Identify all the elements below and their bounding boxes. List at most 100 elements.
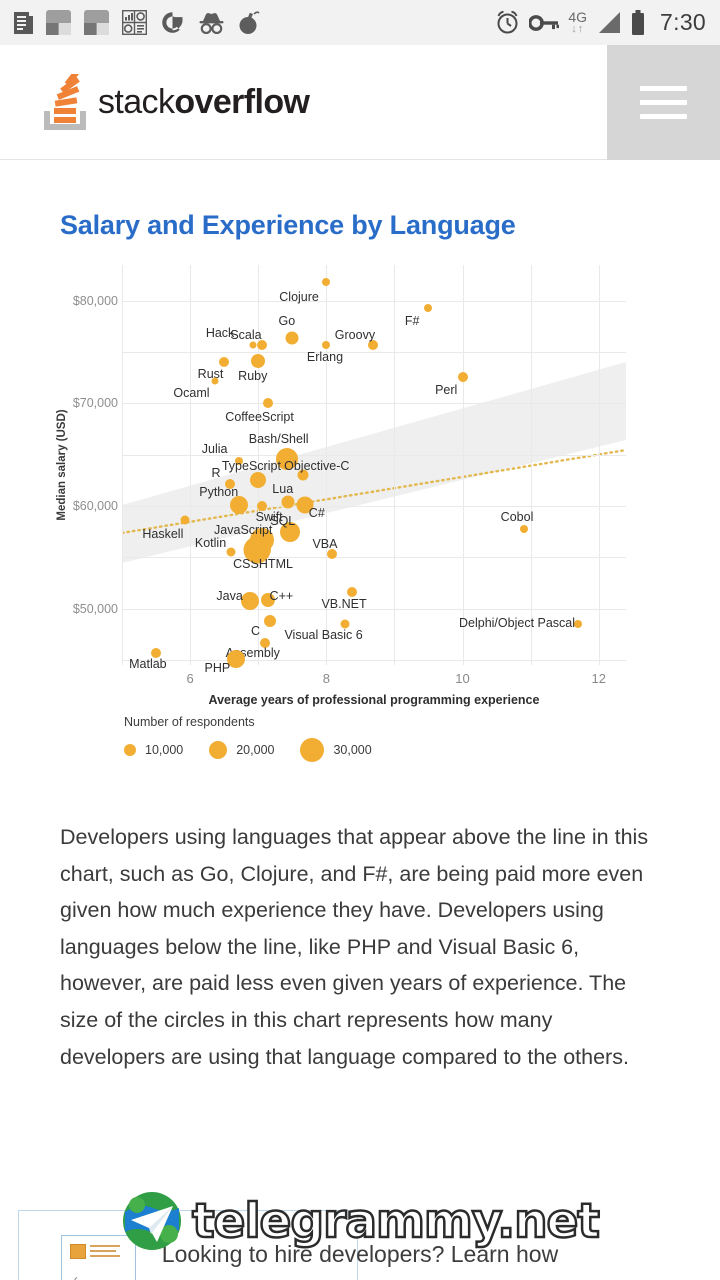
chart-point-rust[interactable] bbox=[219, 357, 230, 368]
chart-point-label: Erlang bbox=[306, 350, 344, 365]
chart-point-c-[interactable] bbox=[260, 593, 275, 608]
chart-point-label: Matlab bbox=[129, 656, 167, 671]
chart-point-label: JavaScript bbox=[214, 522, 273, 537]
chart-point-vb-net[interactable] bbox=[347, 587, 358, 598]
chart-point-label: Scala bbox=[230, 327, 262, 342]
chart-y-tick-label: $50,000 bbox=[72, 601, 118, 616]
chart-gridline-vertical bbox=[394, 265, 396, 665]
chart-point-objective-c[interactable] bbox=[297, 469, 309, 481]
chart-legend: Number of respondents 10,000 20,000 30,000 bbox=[124, 715, 372, 762]
promo-card-thumbnail: ✓ bbox=[61, 1235, 136, 1280]
chart-point-f-[interactable] bbox=[424, 304, 433, 313]
chart-point-label: Objective-C bbox=[284, 459, 350, 474]
chart-gridline-horizontal bbox=[122, 454, 626, 456]
chart-point-julia[interactable] bbox=[235, 456, 244, 465]
chart-y-tick-label: $70,000 bbox=[72, 396, 118, 411]
status-bar: 4G ↓↑ 7:30 bbox=[0, 0, 720, 45]
chart-point-java[interactable] bbox=[241, 592, 260, 611]
chart-y-tick-label: $60,000 bbox=[72, 499, 118, 514]
chart-point-label: CoffeeScript bbox=[225, 409, 294, 424]
stackoverflow-logo[interactable]: stackoverflow bbox=[42, 74, 310, 130]
chart-point-perl[interactable] bbox=[457, 371, 468, 382]
chart-point-visual-basic-6[interactable] bbox=[340, 619, 350, 629]
chart-point-ocaml[interactable] bbox=[211, 377, 219, 385]
chart-gridline-horizontal bbox=[122, 403, 626, 405]
chart-point-groovy[interactable] bbox=[367, 340, 378, 350]
chart-point-bash-shell[interactable] bbox=[275, 447, 298, 470]
menu-icon-bar-1 bbox=[640, 86, 687, 91]
chart-point-label: Swift bbox=[255, 510, 283, 525]
chart-point-label: Java bbox=[216, 589, 243, 604]
chart-point-label: SQL bbox=[270, 514, 296, 529]
hamburger-menu-button[interactable] bbox=[607, 45, 720, 160]
chart-gridline-vertical bbox=[530, 265, 532, 665]
chart-gridline-vertical bbox=[598, 265, 600, 665]
chart-point-kotlin[interactable] bbox=[226, 547, 236, 557]
chart-point-matlab[interactable] bbox=[151, 647, 162, 658]
chart-point-label: VBA bbox=[312, 536, 338, 551]
chart-point-label: Python bbox=[199, 484, 239, 499]
promo-banner[interactable]: ✓ Looking to hire developers? Learn how bbox=[0, 1205, 720, 1280]
chart-point-lua[interactable] bbox=[281, 495, 295, 509]
menu-icon-bar-2 bbox=[640, 100, 687, 105]
chart-point-label: Rust bbox=[197, 366, 224, 381]
bomb-icon bbox=[239, 11, 260, 34]
chart-legend-dot bbox=[124, 744, 136, 756]
dashboard-icon bbox=[122, 10, 147, 35]
chart-point-label: Ruby bbox=[238, 368, 268, 383]
chart-x-tick-label: 6 bbox=[186, 671, 194, 686]
chart-point-clojure[interactable] bbox=[322, 278, 331, 287]
chart-y-tick-label: $80,000 bbox=[72, 293, 118, 308]
promo-card[interactable]: ✓ bbox=[18, 1210, 358, 1280]
logo-text-bold: overflow bbox=[174, 82, 310, 121]
chart-gridline-vertical bbox=[326, 265, 328, 665]
status-bar-right-icons: 4G ↓↑ 7:30 bbox=[495, 9, 706, 36]
chart-point-erlang[interactable] bbox=[322, 341, 331, 349]
chart-point-ruby[interactable] bbox=[251, 354, 266, 369]
chart-point-label: Hack bbox=[205, 325, 235, 340]
chart-point-scala[interactable] bbox=[257, 340, 268, 350]
chart-point-assembly[interactable] bbox=[260, 638, 271, 649]
chart-point-label: PHP bbox=[204, 661, 231, 676]
chart-point-label: Go bbox=[278, 314, 296, 329]
battery-icon bbox=[632, 9, 645, 35]
network-type-indicator: 4G ↓↑ bbox=[568, 10, 587, 35]
google-icon bbox=[162, 12, 183, 33]
avatar-icon bbox=[70, 1244, 86, 1259]
chart-point-cobol[interactable] bbox=[519, 524, 528, 533]
chart-gridline-horizontal bbox=[122, 300, 626, 302]
chart-point-html[interactable] bbox=[245, 536, 272, 563]
chart-point-label: Groovy bbox=[334, 327, 376, 342]
chart-point-r[interactable] bbox=[224, 479, 235, 490]
app-tile-icon-2 bbox=[84, 10, 109, 35]
chart-point-sql[interactable] bbox=[279, 521, 300, 542]
chart-point-go[interactable] bbox=[285, 331, 299, 345]
chart-point-label: Delphi/Object Pascal bbox=[459, 615, 576, 630]
chart-point-label: Bash/Shell bbox=[248, 432, 309, 447]
chart-legend-title: Number of respondents bbox=[124, 715, 255, 729]
chart-point-haskell[interactable] bbox=[180, 515, 190, 525]
chart-point-php[interactable] bbox=[227, 649, 246, 668]
chart-point-swift[interactable] bbox=[257, 501, 268, 512]
chart-point-label: Julia bbox=[201, 441, 228, 456]
chart-point-label: HTML bbox=[258, 557, 293, 572]
chart-point-python[interactable] bbox=[230, 496, 249, 514]
chart-point-label: C++ bbox=[269, 589, 294, 604]
promo-text[interactable]: Looking to hire developers? Learn how bbox=[161, 1241, 559, 1267]
site-header: stackoverflow bbox=[0, 45, 720, 160]
chart-point-hack[interactable] bbox=[249, 341, 257, 349]
page-title: Salary and Experience by Language bbox=[60, 210, 516, 240]
chart-point-delphi-object-pascal[interactable] bbox=[574, 619, 583, 628]
chart-point-vba[interactable] bbox=[326, 549, 337, 560]
thumb-line-1 bbox=[90, 1245, 120, 1247]
chart-point-c[interactable] bbox=[264, 614, 277, 627]
chart-gridline-horizontal bbox=[122, 608, 626, 610]
chart-point-c-[interactable] bbox=[296, 496, 314, 514]
incognito-icon bbox=[199, 12, 224, 34]
chart-point-label: C# bbox=[308, 506, 325, 521]
chart-point-label: TypeScript bbox=[221, 459, 281, 474]
stackoverflow-logo-icon bbox=[44, 74, 86, 130]
chart-point-coffeescript[interactable] bbox=[262, 398, 273, 409]
chart-point-typescript[interactable] bbox=[250, 472, 267, 489]
chart-point-label: Cobol bbox=[500, 510, 534, 525]
